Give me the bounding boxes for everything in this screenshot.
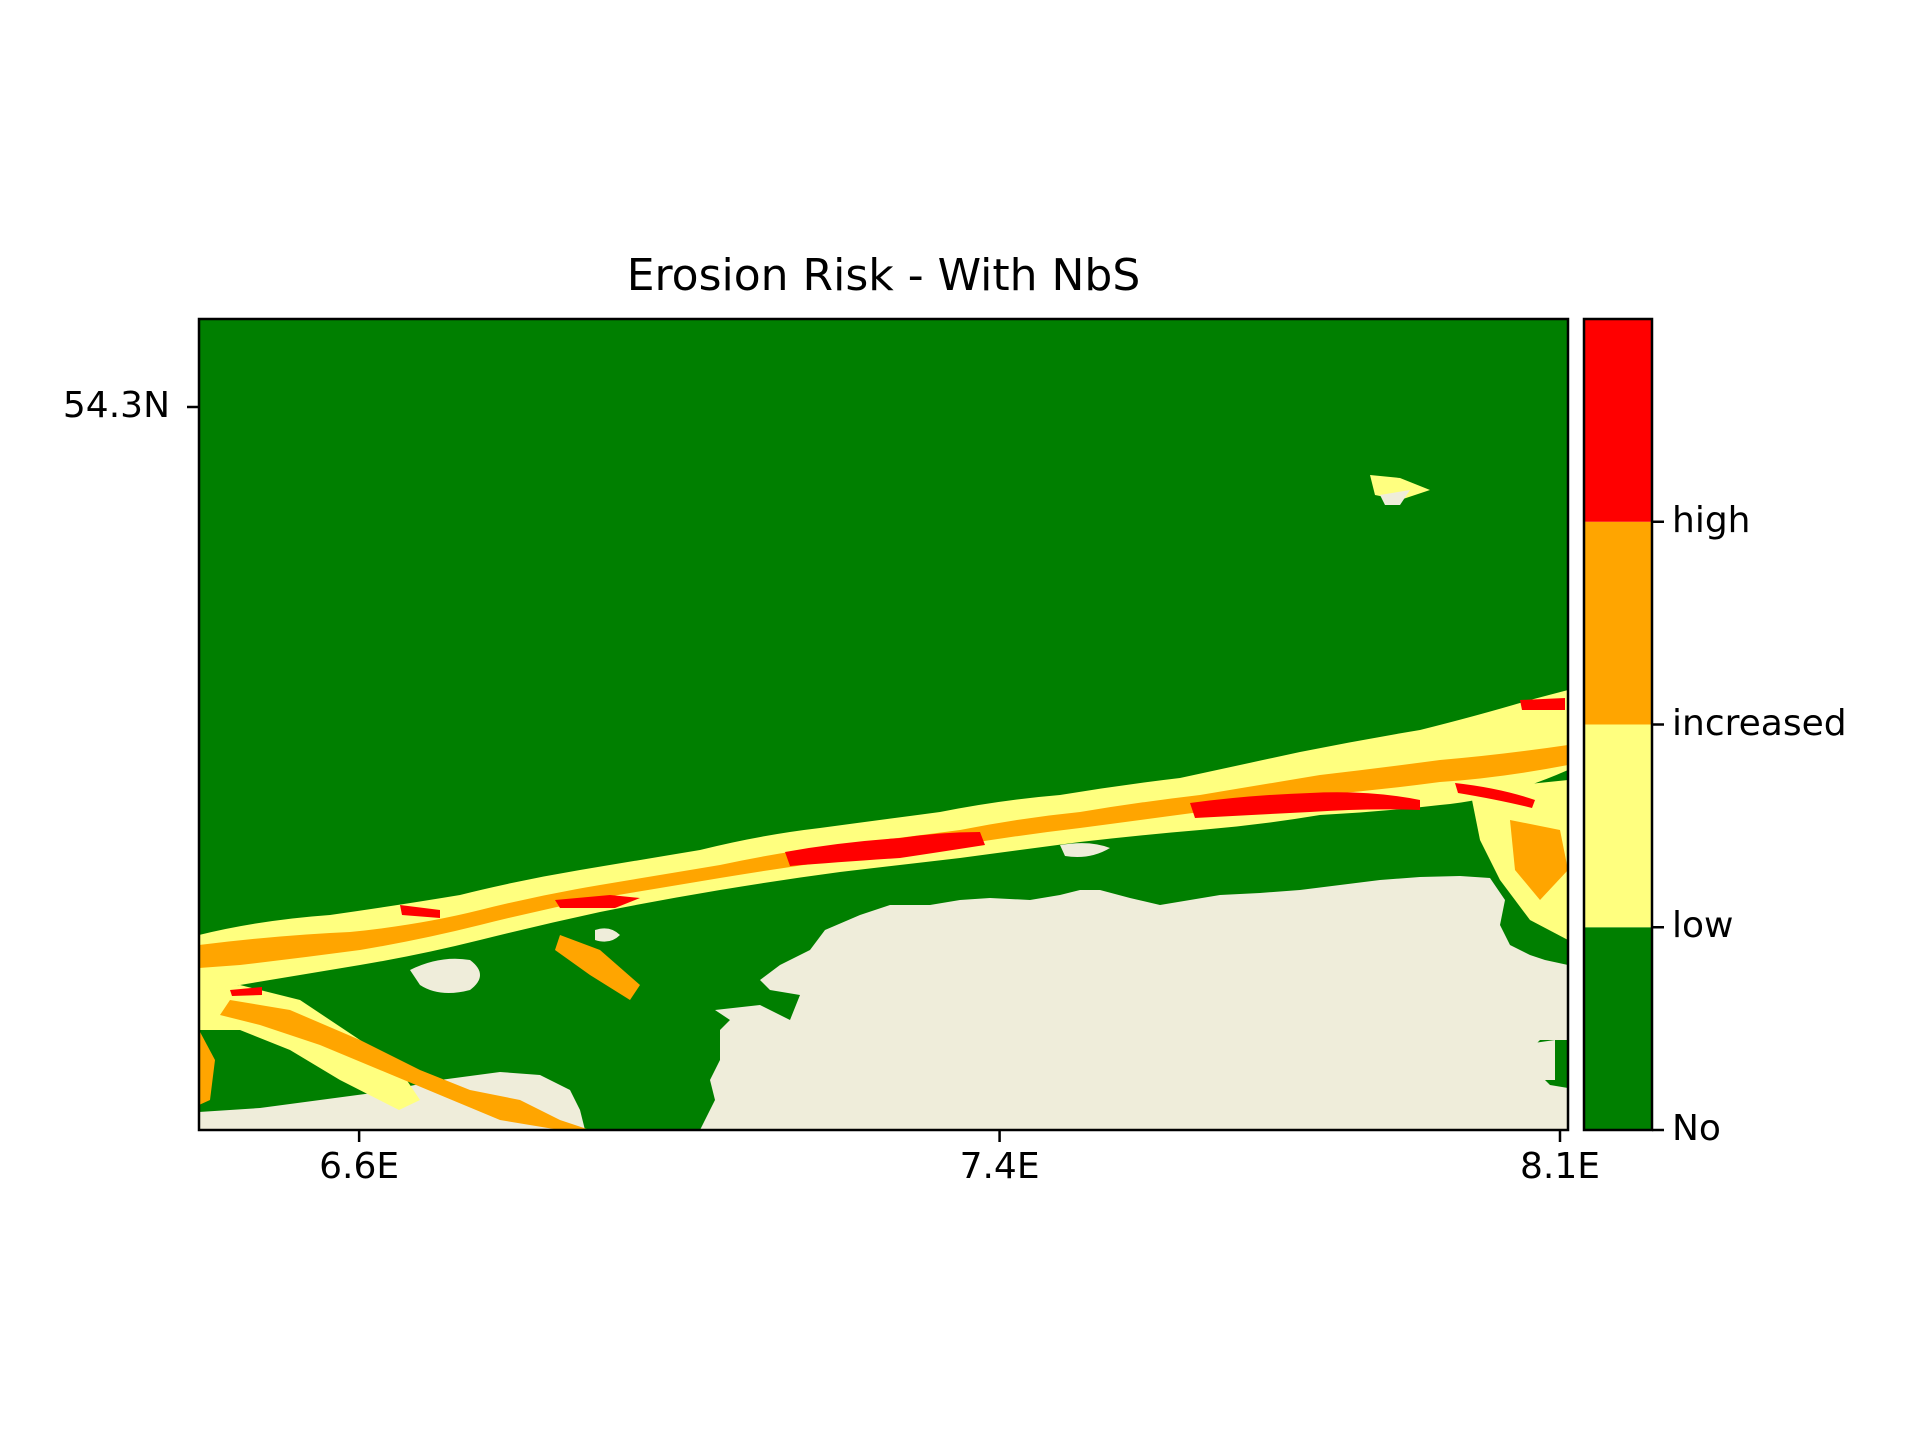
x-axis-ticks: [357, 1130, 1562, 1142]
colorbar-tick-label: low: [1672, 905, 1734, 947]
x-tick-label: 6.6E: [319, 1146, 400, 1187]
colorbar-tick-label: No: [1672, 1108, 1721, 1149]
map-frame: [197, 317, 1570, 1132]
colorbar-segment-no: [1584, 927, 1652, 1130]
colorbar-tick-label: high: [1672, 499, 1751, 541]
x-tick-label: 8.1E: [1519, 1146, 1600, 1187]
island-land-patches: [410, 490, 1555, 1080]
x-tick-label: 7.4E: [959, 1146, 1040, 1187]
mainland-land: [700, 876, 1568, 1130]
high-risk-zones: [230, 698, 1565, 996]
colorbar-tick-label: increased: [1672, 702, 1847, 744]
colorbar: [1582, 317, 1664, 1132]
colorbar-segment-increased: [1584, 521, 1652, 725]
map-title: Erosion Risk - With NbS: [626, 250, 1141, 301]
colorbar-segment-high: [1584, 319, 1652, 522]
y-tick-label: 54.3N: [62, 385, 170, 426]
colorbar-segment-low: [1584, 724, 1652, 928]
